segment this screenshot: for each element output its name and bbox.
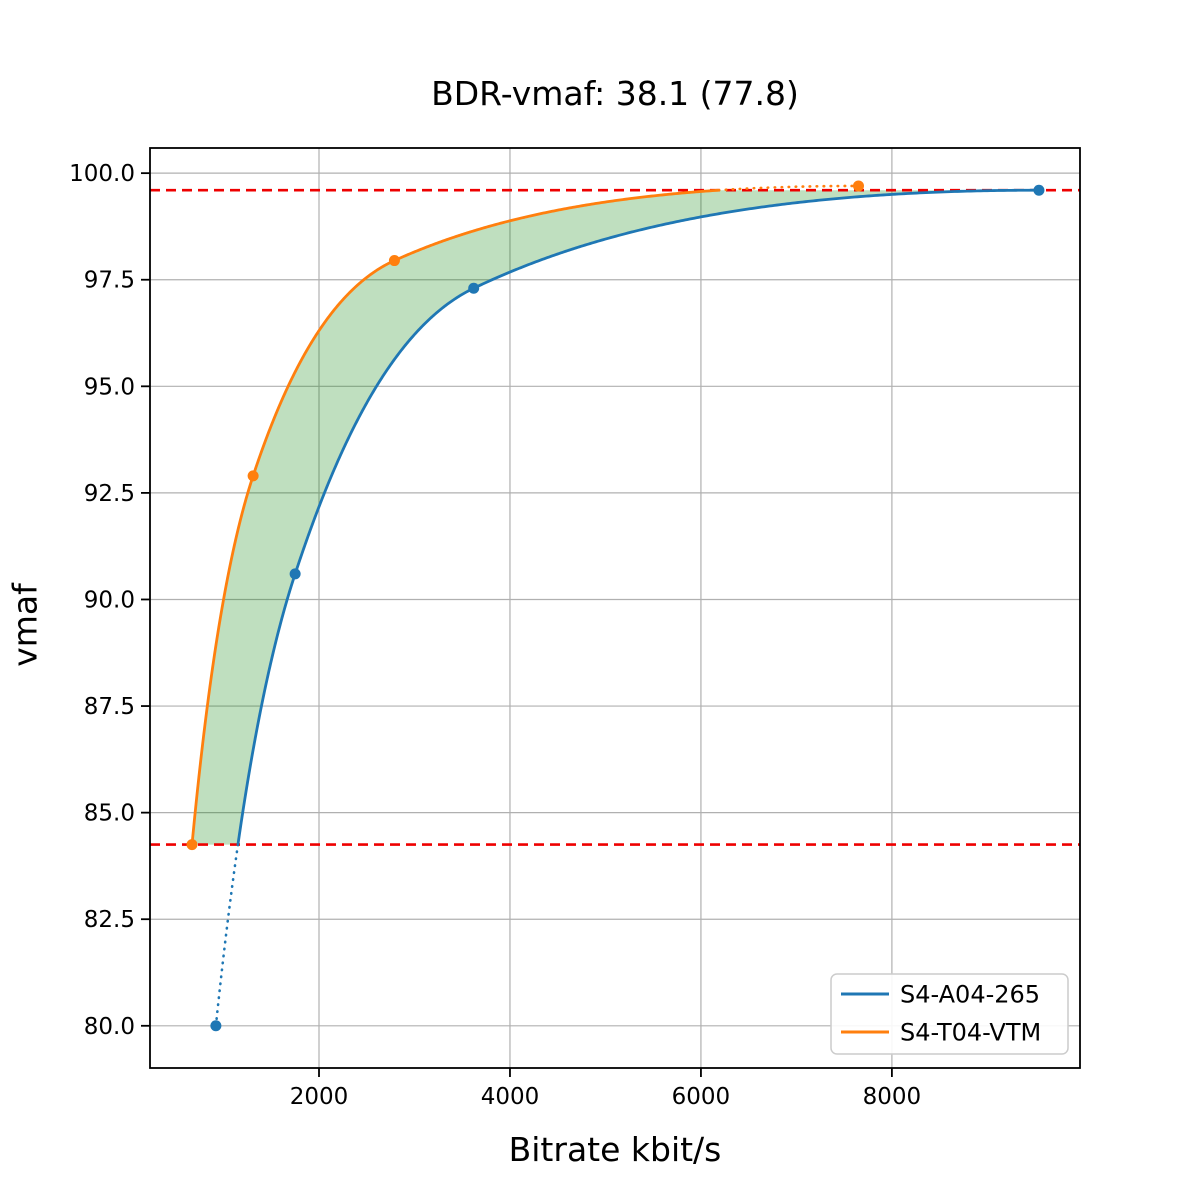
- data-point-marker: [1033, 184, 1045, 196]
- x-tick-label: 4000: [481, 1084, 540, 1110]
- data-point-marker: [186, 839, 198, 851]
- legend-label: S4-T04-VTM: [900, 1019, 1041, 1047]
- legend-label: S4-A04-265: [900, 981, 1040, 1009]
- series-line-dotted-s4-t04-vtm: [717, 184, 860, 192]
- y-tick-label: 87.5: [84, 694, 135, 720]
- y-tick-label: 100.0: [69, 161, 135, 187]
- series-line-s4-a04-265: [236, 188, 1039, 845]
- chart-title: BDR-vmaf: 38.1 (77.8): [431, 74, 799, 113]
- y-tick-label: 92.5: [84, 481, 135, 507]
- data-point-marker: [468, 282, 480, 294]
- series-line-s4-t04-vtm: [190, 188, 719, 845]
- y-tick-label: 82.5: [84, 907, 135, 933]
- data-point-marker: [247, 470, 259, 482]
- data-point-marker: [388, 255, 400, 267]
- y-tick-label: 90.0: [84, 587, 135, 613]
- x-tick-label: 2000: [290, 1084, 349, 1110]
- x-axis-label: Bitrate kbit/s: [508, 1130, 722, 1169]
- data-point-marker: [289, 568, 301, 580]
- x-tick-label: 6000: [672, 1084, 731, 1110]
- y-axis-label-text: vmaf: [5, 583, 45, 667]
- y-tick-label: 95.0: [84, 374, 135, 400]
- plot-border: [149, 147, 1081, 1069]
- x-tick-label: 8000: [863, 1084, 922, 1110]
- legend-box: [830, 973, 1069, 1055]
- series-line-dotted-s4-a04-265: [214, 843, 240, 1028]
- y-tick-label: 97.5: [84, 268, 135, 294]
- y-tick-label: 80.0: [84, 1014, 135, 1040]
- data-point-marker: [852, 180, 864, 192]
- y-tick-label: 85.0: [84, 801, 135, 827]
- data-point-marker: [210, 1020, 222, 1032]
